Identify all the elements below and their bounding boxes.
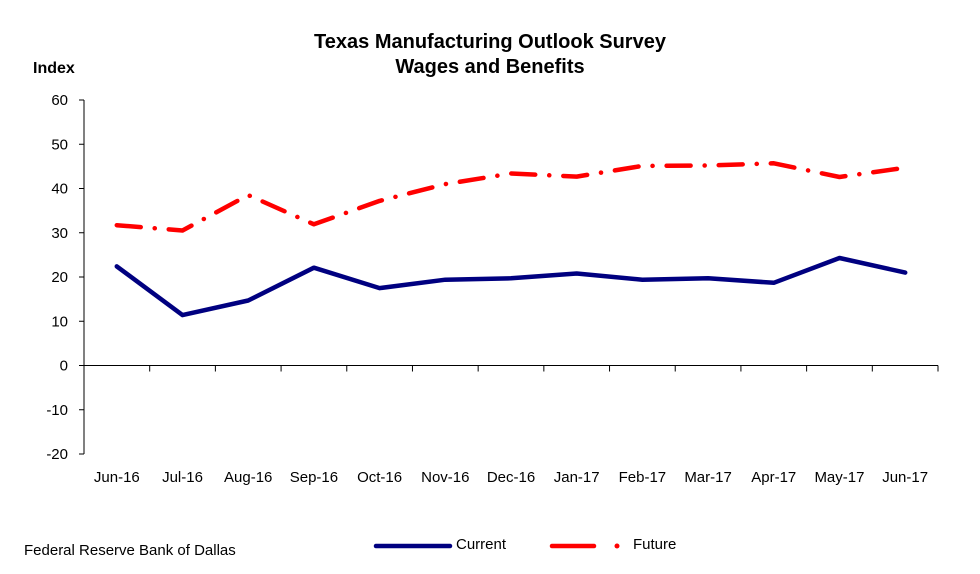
x-tick-label: Oct-16	[357, 469, 402, 486]
y-tick-label: 20	[51, 269, 68, 286]
y-tick-label: 50	[51, 136, 68, 153]
x-tick-label: Aug-16	[224, 469, 272, 486]
x-tick-labels: Jun-16 Jul-16 Aug-16 Sep-16 Oct-16 Nov-16 Dec-…	[94, 469, 928, 486]
legend-future-label: Future	[633, 536, 677, 553]
x-tick-label: Jun-16	[94, 469, 140, 486]
y-tick-label: 40	[51, 181, 68, 198]
chart-subtitle: Wages and Benefits	[395, 56, 585, 78]
source-note: Federal Reserve Bank of Dallas	[24, 542, 236, 559]
chart-title: Texas Manufacturing Outlook Survey	[314, 31, 666, 53]
series-line-current	[114, 255, 908, 318]
y-tick-label: 60	[51, 92, 68, 109]
x-tick-label: Apr-17	[751, 469, 796, 486]
x-tick-label: Sep-16	[290, 469, 338, 486]
y-tick-label: -20	[46, 446, 68, 463]
y-tick-label: -10	[46, 402, 68, 419]
y-tick-labels: -20 -10 0 10 20 30 40 50 60	[46, 92, 68, 463]
legend-current-label: Current	[456, 536, 507, 553]
y-tick-label: 10	[51, 313, 68, 330]
legend-future-swatch-dot	[614, 543, 620, 549]
y-tick-label: 30	[51, 225, 68, 242]
x-tick-label: Dec-16	[487, 469, 535, 486]
series-line-future	[114, 161, 908, 233]
x-tick-label: May-17	[814, 469, 864, 486]
axes	[79, 99, 939, 455]
y-tick-label: 0	[60, 358, 68, 375]
x-tick-label: Mar-17	[684, 469, 732, 486]
x-tick-label: Nov-16	[421, 469, 469, 486]
x-tick-label: Jan-17	[554, 469, 600, 486]
series-layer	[114, 161, 908, 318]
x-tick-label: Jun-17	[882, 469, 928, 486]
x-tick-label: Feb-17	[619, 469, 667, 486]
y-axis-label: Index	[33, 60, 75, 77]
x-tick-label: Jul-16	[162, 469, 203, 486]
